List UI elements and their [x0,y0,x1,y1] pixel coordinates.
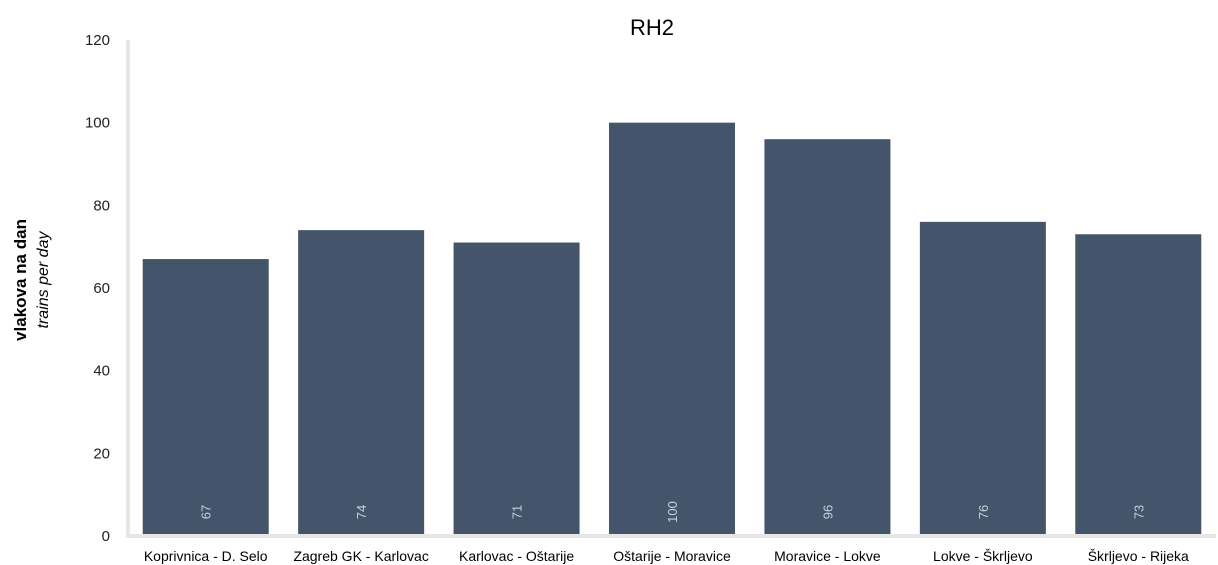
y-tick-label: 100 [85,115,110,132]
y-tick-label: 40 [93,363,110,380]
bar [298,230,425,536]
x-tick-label: Oštarije - Moravice [613,548,731,564]
bar-value-label: 76 [976,505,991,519]
x-tick-label: Zagreb GK - Karlovac [293,548,428,564]
bar-value-label: 100 [665,501,680,523]
y-tick-label: 80 [93,197,110,214]
x-tick-label: Škrljevo - Rijeka [1088,548,1189,564]
x-axis-ticks: Koprivnica - D. Selo Zagreb GK - Karlovac… [144,548,1189,564]
y-tick-label: 20 [93,445,110,462]
bar-value-label: 67 [199,505,214,519]
y-axis-label-main: vlakova na dan [11,219,30,341]
bar [453,242,580,537]
bar [1075,234,1202,536]
bar-value-label: 71 [510,505,525,519]
bar-value-labels: 67 74 71 100 96 76 73 [199,501,1147,523]
bar-value-label: 73 [1131,505,1146,519]
y-axis-label-sub: trains per day [35,231,52,329]
bars [142,122,1202,537]
y-tick-label: 60 [93,280,110,297]
y-axis-label: vlakova na dan trains per day [11,219,52,341]
bar [142,259,269,536]
bar-value-label: 96 [820,505,835,519]
bar [764,139,891,536]
chart-title: RH2 [630,15,674,40]
x-tick-label: Koprivnica - D. Selo [144,548,268,564]
bar [609,122,735,537]
x-tick-label: Moravice - Lokve [774,548,881,564]
bar-value-label: 74 [354,505,369,519]
x-tick-label: Karlovac - Oštarije [459,548,574,564]
y-tick-label: 0 [102,528,110,545]
x-tick-label: Lokve - Škrljevo [933,548,1033,564]
y-tick-label: 120 [85,32,110,49]
bar [919,221,1046,536]
y-axis-ticks: 0 20 40 60 80 100 120 [85,32,110,545]
